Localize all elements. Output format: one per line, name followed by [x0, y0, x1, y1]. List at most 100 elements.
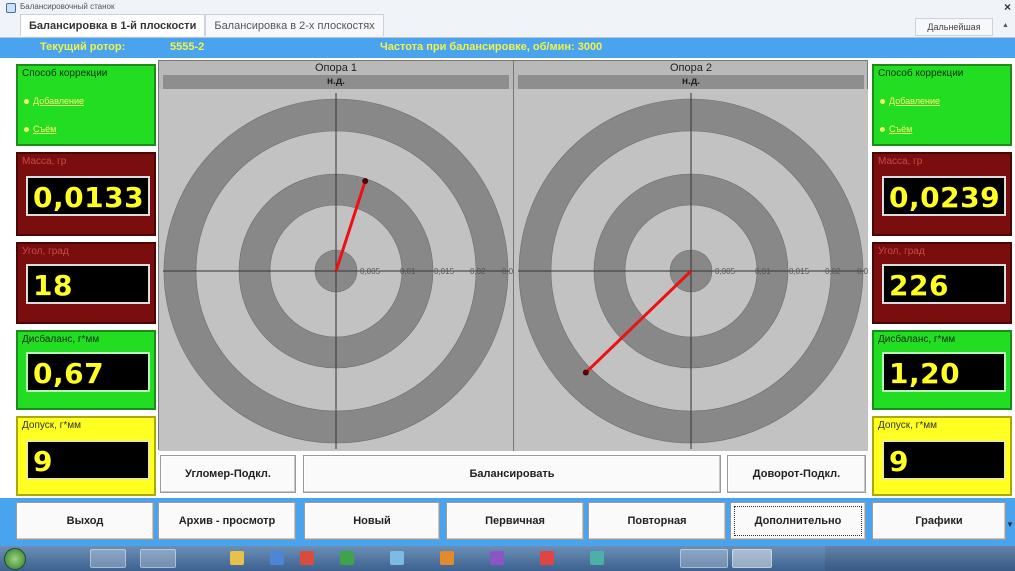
- taskbar-app-icon[interactable]: [270, 551, 284, 565]
- radio-dot-icon: [24, 99, 29, 105]
- additional-button[interactable]: Дополнительно: [730, 502, 866, 540]
- taskbar-app-icon[interactable]: [340, 551, 354, 565]
- taskbar-app-icon[interactable]: [440, 551, 454, 565]
- rotate-connect-button[interactable]: Доворот-Подкл.: [727, 455, 866, 493]
- taskbar-window[interactable]: [140, 549, 176, 568]
- taskbar-app-icon[interactable]: [230, 551, 244, 565]
- info-bar: Текущий ротор: 5555-2 Частота при баланс…: [0, 38, 1015, 58]
- taskbar-window-active[interactable]: [732, 549, 772, 568]
- tolerance-panel-right: Допуск, г*мм 9: [872, 416, 1012, 496]
- plot-status: н.д.: [518, 75, 864, 89]
- new-button[interactable]: Новый: [304, 502, 440, 540]
- radio-remove-right[interactable]: Съём: [880, 124, 912, 134]
- vector-end-marker: [582, 369, 589, 376]
- angle-display: 226: [882, 264, 1006, 304]
- radio-remove-label: Съём: [33, 124, 57, 134]
- goniometer-connect-button[interactable]: Угломер-Подкл.: [160, 455, 296, 493]
- plot-status: н.д.: [163, 75, 509, 89]
- imbalance-title: Дисбаланс, г*мм: [22, 334, 100, 345]
- angle-value: 226: [889, 269, 949, 302]
- mass-title: Масса, гр: [878, 156, 923, 167]
- plot-divider: [513, 61, 514, 451]
- radio-add-left[interactable]: Добавление: [24, 96, 84, 106]
- correction-title: Способ коррекции: [22, 68, 108, 79]
- angle-title: Угол, град: [22, 246, 69, 257]
- scroll-up-icon[interactable]: ▲: [1002, 22, 1009, 29]
- radio-remove-left[interactable]: Съём: [24, 124, 56, 134]
- imbalance-value: 0,67: [33, 357, 105, 390]
- mass-display: 0,0239: [882, 176, 1006, 216]
- polar-target-1: 0,005 0,01 0,015 0,02 0,025: [159, 89, 513, 451]
- angle-title: Угол, град: [878, 246, 925, 257]
- taskbar-app-icon[interactable]: [390, 551, 404, 565]
- radio-dot-icon: [880, 99, 885, 105]
- correction-title: Способ коррекции: [878, 68, 964, 79]
- tolerance-display: 9: [882, 440, 1006, 480]
- tolerance-value: 9: [33, 445, 53, 478]
- angle-value: 18: [33, 269, 73, 302]
- taskbar-app-icon[interactable]: [490, 551, 504, 565]
- imbalance-title: Дисбаланс, г*мм: [878, 334, 956, 345]
- ring-label: 0,025: [857, 267, 868, 276]
- close-icon[interactable]: ×: [1003, 0, 1011, 14]
- plot-title: Опора 2: [669, 62, 713, 74]
- ring-label: 0,02: [825, 267, 841, 276]
- primary-button[interactable]: Первичная: [446, 502, 584, 540]
- graphs-button[interactable]: Графики: [872, 502, 1006, 540]
- radio-dot-icon: [24, 127, 29, 133]
- vector-end-marker: [362, 178, 369, 185]
- plot-support-2: Опора 2 н.д. 0,005 0,01 0,015 0,02 0,025: [514, 61, 868, 451]
- exit-button[interactable]: Выход: [16, 502, 154, 540]
- imbalance-display: 1,20: [882, 352, 1006, 392]
- polar-plots-area: Опора 1 н.д. 0,005 0,01 0,015 0,02 0,025 Опо…: [158, 60, 868, 451]
- ring-label: 0,005: [715, 267, 736, 276]
- ring-label: 0,025: [502, 267, 513, 276]
- taskbar-app-icon[interactable]: [540, 551, 554, 565]
- ring-label: 0,015: [789, 267, 810, 276]
- imbalance-value: 1,20: [889, 357, 961, 390]
- rotor-value: 5555-2: [170, 41, 205, 53]
- repeat-button[interactable]: Повторная: [588, 502, 726, 540]
- window-titlebar: Балансировочный станок Балансировка в 1-…: [0, 0, 1015, 38]
- plot-support-1: Опора 1 н.д. 0,005 0,01 0,015 0,02 0,025: [159, 61, 513, 451]
- angle-display: 18: [26, 264, 150, 304]
- angle-panel-left: Угол, град 18: [16, 242, 156, 324]
- imbalance-vector: [584, 269, 693, 374]
- ring-label: 0,01: [400, 267, 416, 276]
- balance-button[interactable]: Балансировать: [303, 455, 721, 493]
- tolerance-display: 9: [26, 440, 150, 480]
- start-button-icon[interactable]: [4, 548, 26, 570]
- ring-label: 0,015: [434, 267, 455, 276]
- tab-two-planes[interactable]: Балансировка в 2-х плоскостях: [205, 14, 384, 36]
- radio-dot-icon: [880, 127, 885, 133]
- mass-panel-left: Масса, гр 0,0133: [16, 152, 156, 236]
- tab-next[interactable]: Дальнейшая: [915, 18, 993, 36]
- correction-panel-left: Способ коррекции Добавление Съём: [16, 64, 156, 146]
- radio-add-label: Добавление: [889, 96, 940, 106]
- ring-label: 0,01: [755, 267, 771, 276]
- polar-target-2: 0,005 0,01 0,015 0,02 0,025: [514, 89, 868, 451]
- correction-panel-right: Способ коррекции Добавление Съём: [872, 64, 1012, 146]
- taskbar-window[interactable]: [90, 549, 126, 568]
- mass-display: 0,0133: [26, 176, 150, 216]
- taskbar-app-icon[interactable]: [300, 551, 314, 565]
- tab-one-plane[interactable]: Балансировка в 1-й плоскости: [20, 14, 206, 36]
- imbalance-panel-left: Дисбаланс, г*мм 0,67: [16, 330, 156, 410]
- taskbar: [0, 546, 1015, 571]
- tab-strip: Балансировка в 1-й плоскости Балансировк…: [20, 14, 384, 36]
- radio-remove-label: Съём: [889, 124, 913, 134]
- rotor-label: Текущий ротор:: [40, 41, 126, 53]
- app-title: Балансировочный станок: [20, 2, 115, 11]
- ring-label: 0,005: [360, 267, 381, 276]
- mass-value: 0,0239: [889, 181, 1001, 214]
- radio-add-right[interactable]: Добавление: [880, 96, 940, 106]
- archive-view-button[interactable]: Архив - просмотр: [158, 502, 296, 540]
- taskbar-window[interactable]: [680, 549, 728, 568]
- angle-panel-right: Угол, град 226: [872, 242, 1012, 324]
- imbalance-display: 0,67: [26, 352, 150, 392]
- taskbar-app-icon[interactable]: [590, 551, 604, 565]
- mass-panel-right: Масса, гр 0,0239: [872, 152, 1012, 236]
- scroll-down-icon[interactable]: ▼: [1006, 520, 1014, 529]
- tolerance-title: Допуск, г*мм: [878, 420, 937, 431]
- imbalance-panel-right: Дисбаланс, г*мм 1,20: [872, 330, 1012, 410]
